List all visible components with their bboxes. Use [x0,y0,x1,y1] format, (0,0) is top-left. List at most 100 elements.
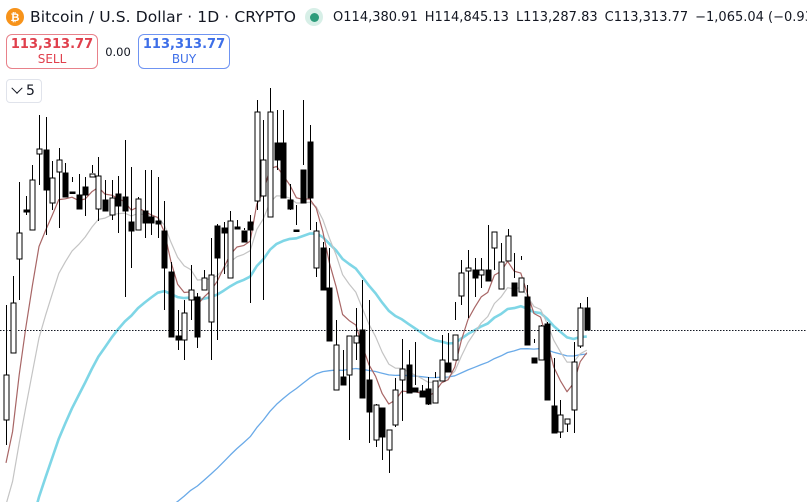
candle[interactable] [399,339,406,421]
candle[interactable] [23,196,30,215]
candle[interactable] [76,174,83,210]
candle[interactable] [300,100,307,204]
candle[interactable] [260,120,267,300]
candle[interactable] [293,205,300,232]
candle[interactable] [247,215,254,303]
ma-mid-line [6,195,588,502]
candle[interactable] [214,224,221,340]
candle[interactable] [491,231,498,270]
sell-button[interactable]: 113,313.77 SELL [6,34,98,69]
candle[interactable] [148,170,155,235]
candle[interactable] [412,342,419,393]
candle[interactable] [544,322,551,401]
candle[interactable] [82,177,89,216]
candle[interactable] [49,161,56,210]
candle[interactable] [62,163,69,198]
candle[interactable] [452,302,459,361]
candle[interactable] [227,211,234,279]
candle[interactable] [366,300,373,443]
market-open-dot [309,12,319,22]
candle[interactable] [472,258,479,297]
candle[interactable] [313,222,320,277]
candle[interactable] [445,333,452,373]
candle[interactable] [274,110,281,170]
candle[interactable] [175,310,182,350]
candle[interactable] [168,262,175,338]
candle[interactable] [287,184,294,210]
candle[interactable] [498,243,505,290]
candle[interactable] [386,429,393,473]
candle[interactable] [307,125,314,230]
candle[interactable] [194,293,201,348]
candle[interactable] [379,407,386,460]
candle[interactable] [122,140,129,297]
candle[interactable] [221,222,228,274]
market-status-icon[interactable] [305,8,324,26]
candle[interactable] [10,276,17,354]
candle[interactable] [142,170,149,238]
candle[interactable] [3,305,10,445]
candle[interactable] [551,358,558,434]
candle[interactable] [577,303,584,348]
candle[interactable] [188,265,195,320]
candle[interactable] [538,325,545,361]
candle[interactable] [56,148,63,228]
candle[interactable] [353,308,360,360]
candle[interactable] [254,100,261,210]
candle[interactable] [115,176,122,233]
candle[interactable] [359,280,366,399]
symbol-header: ₿ Bitcoin / U.S. Dollar · 1D · CRYPTO O1… [6,6,807,28]
candle[interactable] [36,115,43,185]
candle[interactable] [135,197,142,231]
candle[interactable] [102,180,109,212]
candle[interactable] [69,177,76,194]
ohlc-values: O114,380.91 H114,845.13 L113,287.83 C113… [333,10,807,25]
buy-button[interactable]: 113,313.77 BUY [138,34,230,69]
candle[interactable] [564,418,571,432]
candle[interactable] [392,378,399,427]
candle[interactable] [128,167,135,268]
candle[interactable] [478,258,485,288]
candle[interactable] [267,88,274,218]
candle[interactable] [346,335,353,440]
candle[interactable] [485,225,492,282]
candle[interactable] [89,165,96,178]
candle[interactable] [432,372,439,404]
candle[interactable] [524,285,531,346]
candle[interactable] [181,300,188,360]
candle[interactable] [109,180,116,220]
candle[interactable] [326,248,333,342]
candle[interactable] [16,182,23,300]
candle[interactable] [340,350,347,386]
indicators-toggle-button[interactable]: 5 [6,79,42,103]
candle[interactable] [43,117,50,235]
candle[interactable] [439,335,446,382]
candle[interactable] [425,377,432,405]
candle[interactable] [557,400,564,438]
candle[interactable] [333,320,340,391]
candle[interactable] [458,260,465,305]
ma-fast-line [5,165,588,464]
candle[interactable] [320,242,327,291]
candle[interactable] [208,238,215,360]
candle[interactable] [241,228,248,243]
candle[interactable] [465,250,472,318]
candle[interactable] [511,253,518,297]
candle[interactable] [234,220,241,230]
candle[interactable] [373,404,380,447]
candle[interactable] [406,350,413,394]
candle[interactable] [571,342,578,433]
candle[interactable] [201,270,208,291]
candle[interactable] [29,165,36,231]
candle[interactable] [584,297,591,331]
candle[interactable] [155,177,162,238]
candle[interactable] [518,256,525,293]
candle[interactable] [280,110,287,199]
candle[interactable] [505,229,512,262]
candle[interactable] [95,157,102,221]
candle[interactable] [531,339,538,364]
candle[interactable] [419,385,426,398]
symbol-title[interactable]: Bitcoin / U.S. Dollar · 1D · CRYPTO [30,8,297,26]
candle[interactable] [161,201,168,310]
